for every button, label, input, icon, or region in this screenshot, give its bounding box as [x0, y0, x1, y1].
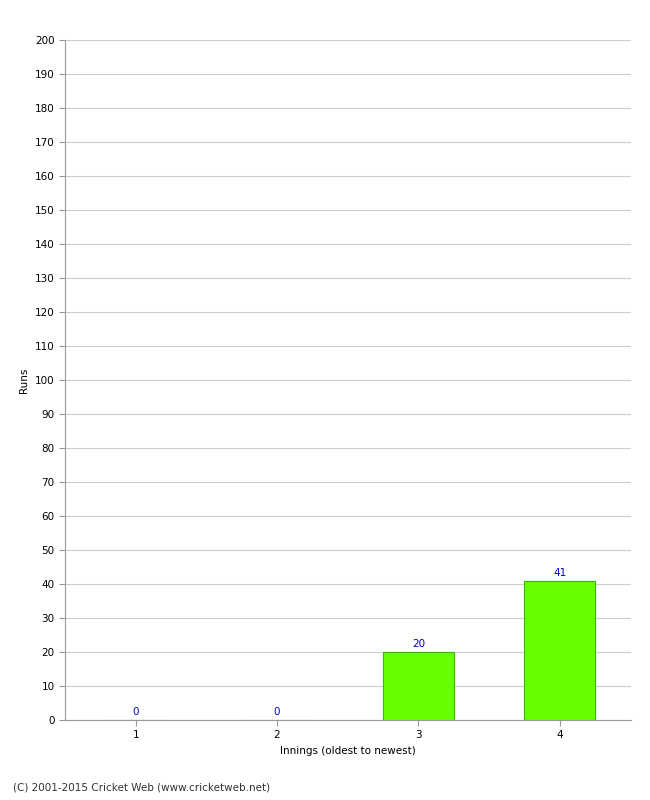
X-axis label: Innings (oldest to newest): Innings (oldest to newest) [280, 746, 415, 756]
Bar [525, 581, 595, 720]
Text: 0: 0 [274, 707, 280, 718]
Text: (C) 2001-2015 Cricket Web (www.cricketweb.net): (C) 2001-2015 Cricket Web (www.cricketwe… [13, 782, 270, 792]
Text: 0: 0 [133, 707, 139, 718]
Bar [383, 652, 454, 720]
Text: 20: 20 [412, 639, 425, 650]
Y-axis label: Runs: Runs [20, 367, 29, 393]
Text: 41: 41 [553, 568, 566, 578]
